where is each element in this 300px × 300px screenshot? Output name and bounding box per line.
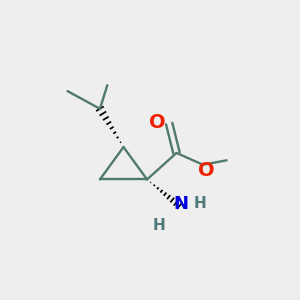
Text: H: H xyxy=(194,196,206,211)
Text: N: N xyxy=(173,196,188,214)
Text: O: O xyxy=(149,112,166,131)
Text: O: O xyxy=(198,161,214,180)
Text: H: H xyxy=(152,218,165,232)
